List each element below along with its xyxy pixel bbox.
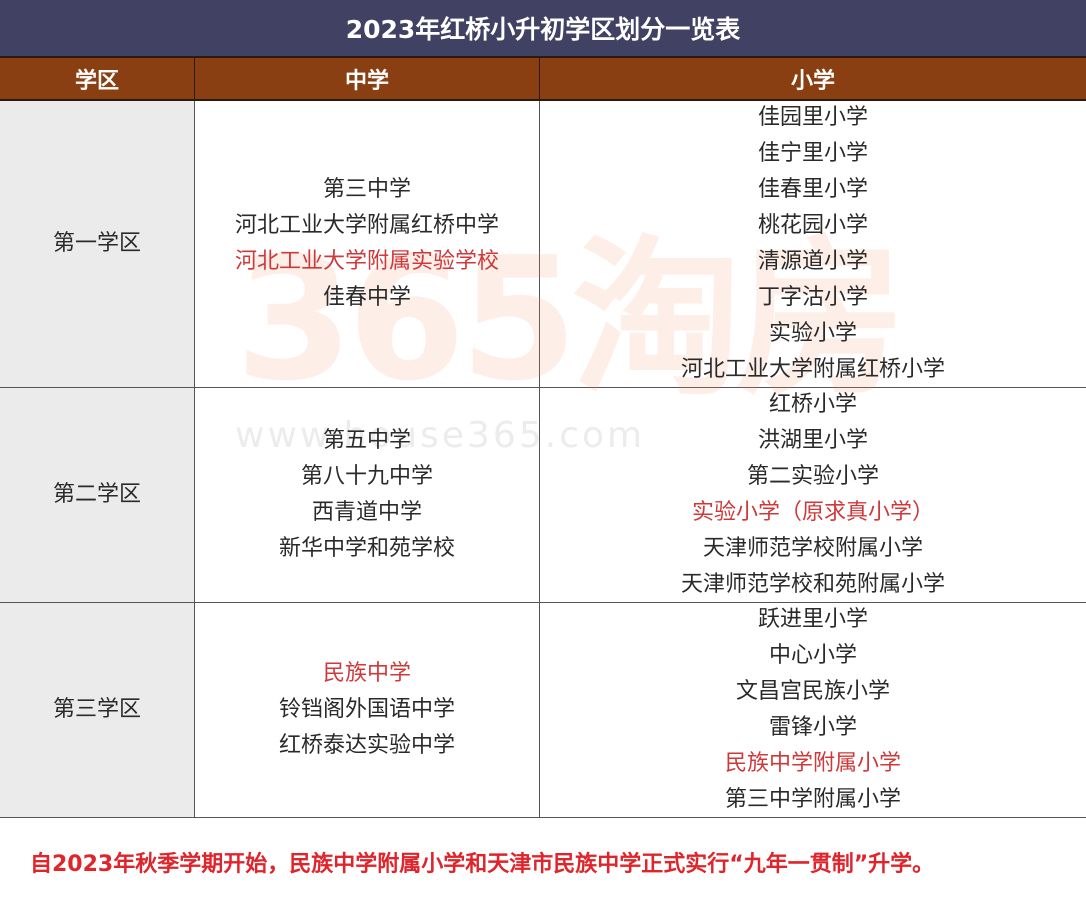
- primary-school-item: 红桥小学: [768, 392, 857, 417]
- primary-school-item: 佳宁里小学: [757, 141, 868, 166]
- district-cell: 第三学区: [0, 603, 195, 818]
- primary-school-item: 文昌宫民族小学: [735, 679, 890, 704]
- middle-school-item: 河北工业大学附属实验学校: [234, 249, 499, 274]
- header-middle-school: 中学: [195, 56, 540, 101]
- primary-school-item: 中心小学: [768, 643, 857, 668]
- primary-school-item: 实验小学: [768, 321, 857, 346]
- primary-school-item: 雷锋小学: [768, 715, 857, 740]
- primary-school-item: 佳春里小学: [757, 177, 868, 202]
- district-name: 第一学区: [52, 231, 141, 256]
- primary-school-item: 桃花园小学: [757, 213, 868, 238]
- primary-school-item: 第三中学附属小学: [724, 787, 901, 812]
- header-district: 学区: [0, 56, 195, 101]
- footer-note: 自2023年秋季学期开始，民族中学附属小学和天津市民族中学正式实行“九年一贯制”…: [30, 852, 935, 877]
- district-name: 第二学区: [52, 482, 141, 507]
- primary-school-item: 天津师范学校附属小学: [702, 536, 923, 561]
- primary-school-item: 跃进里小学: [757, 607, 868, 632]
- primary-school-item: 佳园里小学: [757, 105, 868, 130]
- middle-school-item: 佳春中学: [322, 285, 411, 310]
- primary-school-cell: 红桥小学洪湖里小学第二实验小学实验小学（原求真小学） 天津师范学校附属小学 天津师范…: [540, 388, 1086, 603]
- middle-school-cell: 民族中学铃铛阁外国语中学 红桥泰达实验中学: [195, 603, 540, 818]
- middle-school-item: 第五中学: [322, 428, 411, 453]
- middle-school-item: 新华中学和苑学校: [278, 536, 455, 561]
- middle-school-item: 西青道中学: [311, 500, 422, 525]
- district-cell: 第二学区: [0, 388, 195, 603]
- primary-school-item: 丁字沽小学: [757, 285, 868, 310]
- middle-school-item: 第八十九中学: [300, 464, 433, 489]
- table-title: 2023年红桥小升初学区划分一览表: [0, 0, 1086, 56]
- primary-school-item: 第二实验小学: [746, 464, 879, 489]
- primary-school-item: 民族中学附属小学: [724, 751, 901, 776]
- middle-school-item: 第三中学: [322, 177, 411, 202]
- primary-school-cell: 跃进里小学中心小学文昌宫民族小学 雷锋小学民族中学附属小学 第三中学附属小学: [540, 603, 1086, 818]
- middle-school-item: 铃铛阁外国语中学: [278, 697, 455, 722]
- middle-school-item: 红桥泰达实验中学: [278, 733, 455, 758]
- district-cell: 第一学区: [0, 101, 195, 388]
- primary-school-cell: 佳园里小学佳宁里小学佳春里小学桃花园小学清源道小学丁字沽小学实验小学河北工业大学…: [540, 101, 1086, 388]
- header-primary-school: 小学: [540, 56, 1086, 101]
- middle-school-item: 河北工业大学附属红桥中学: [234, 213, 499, 238]
- primary-school-item: 洪湖里小学: [757, 428, 868, 453]
- primary-school-item: 清源道小学: [757, 249, 868, 274]
- middle-school-item: 民族中学: [322, 661, 411, 686]
- middle-school-cell: 第五中学第八十九中学 西青道中学新华中学和苑学校: [195, 388, 540, 603]
- district-name: 第三学区: [52, 697, 141, 722]
- middle-school-cell: 第三中学河北工业大学附属红桥中学 河北工业大学附属实验学校 佳春中学: [195, 101, 540, 388]
- primary-school-item: 实验小学（原求真小学）: [691, 500, 934, 525]
- primary-school-item: 天津师范学校和苑附属小学: [680, 572, 945, 597]
- primary-school-item: 河北工业大学附属红桥小学: [680, 357, 945, 382]
